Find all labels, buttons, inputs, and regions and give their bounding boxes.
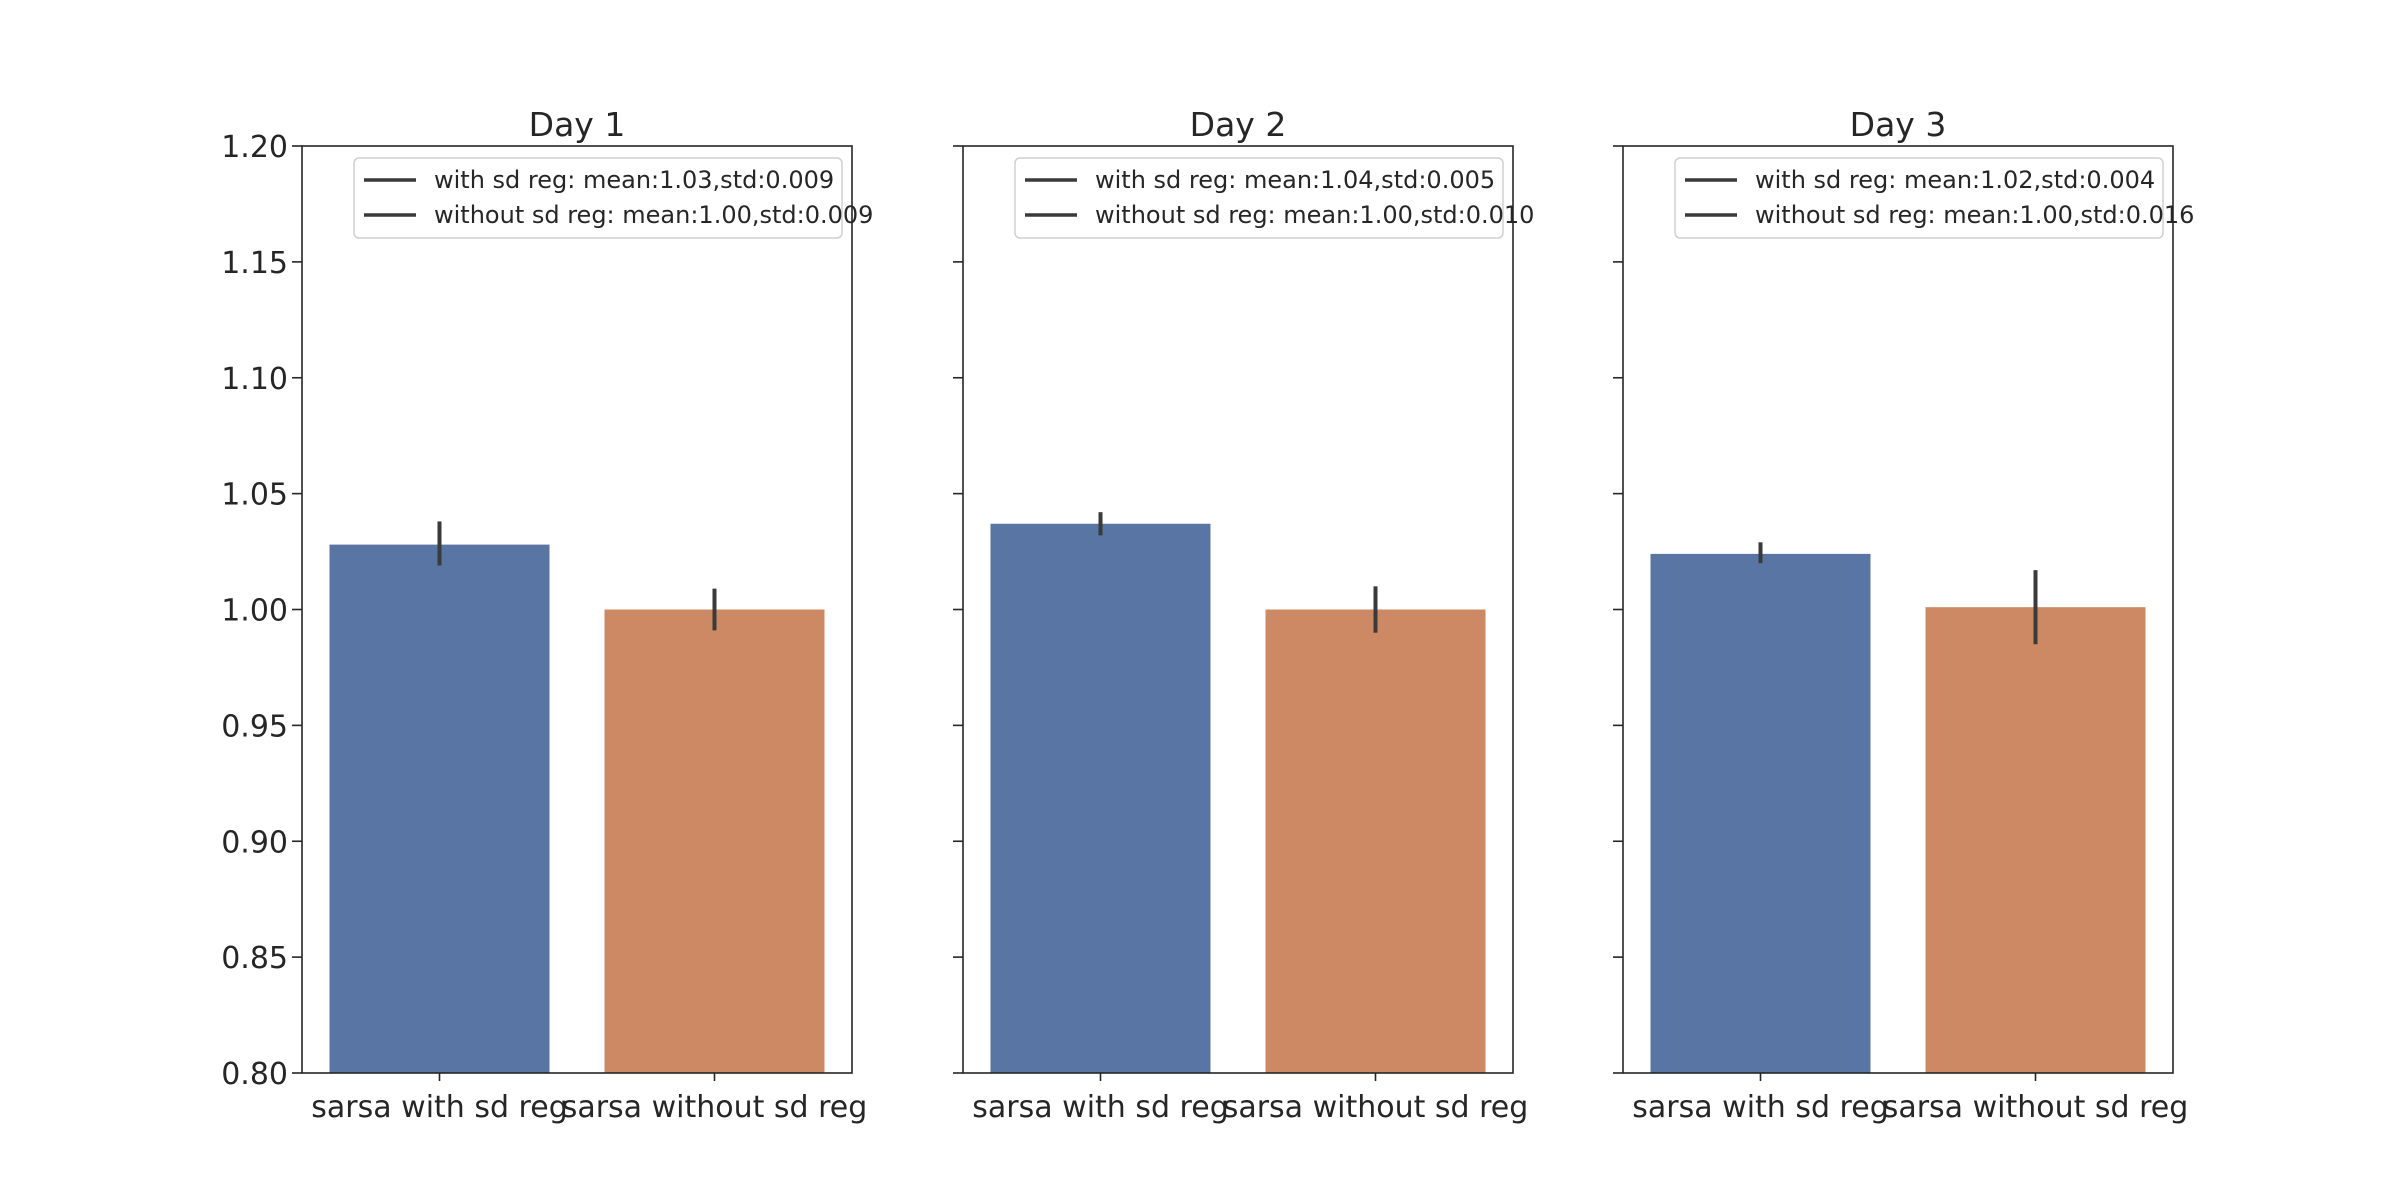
legend-box <box>1014 157 1504 239</box>
chart-title: Day 1 <box>529 105 626 144</box>
bar-1 <box>1650 553 1871 1073</box>
y-tick-label: 0.85 <box>221 941 288 976</box>
legend-entry-2: without sd reg: mean:1.00,std:0.009 <box>434 201 873 229</box>
bar-2 <box>1265 609 1486 1073</box>
bar-2 <box>1925 607 2146 1073</box>
bar-2 <box>604 609 825 1073</box>
bar-1 <box>990 523 1211 1073</box>
legend-entry-1: with sd reg: mean:1.03,std:0.009 <box>434 166 834 194</box>
y-tick-label: 0.95 <box>221 709 288 744</box>
legend-box <box>353 157 843 239</box>
y-tick-label: 1.15 <box>221 246 288 281</box>
y-tick-label: 0.90 <box>221 825 288 860</box>
legend-entry-1: with sd reg: mean:1.02,std:0.004 <box>1755 166 2155 194</box>
legend-entry-1: with sd reg: mean:1.04,std:0.005 <box>1095 166 1495 194</box>
legend-entry-2: without sd reg: mean:1.00,std:0.016 <box>1755 201 2194 229</box>
legend-box <box>1674 157 2164 239</box>
y-tick-label: 1.00 <box>221 594 288 629</box>
y-tick-label: 1.05 <box>221 478 288 513</box>
x-tick-label: sarsa without sd reg <box>1883 1090 2189 1125</box>
x-tick-label: sarsa with sd reg <box>311 1090 567 1125</box>
x-tick-label: sarsa without sd reg <box>1223 1090 1529 1125</box>
chart-title: Day 2 <box>1190 105 1287 144</box>
y-tick-label: 1.10 <box>221 362 288 397</box>
panel-1: 0.80 0.85 0.90 0.95 1.00 1.05 1.10 1.15 1.20 sars… <box>221 105 873 1125</box>
x-tick-label: sarsa with sd reg <box>1632 1090 1888 1125</box>
y-tick-label: 1.20 <box>221 130 288 165</box>
chart-title: Day 3 <box>1850 105 1947 144</box>
legend: with sd reg: mean:1.04,std:0.005 without … <box>1014 157 1534 239</box>
bar-1 <box>329 544 550 1073</box>
x-tick-label: sarsa without sd reg <box>562 1090 868 1125</box>
y-tick-label: 0.80 <box>221 1057 288 1092</box>
legend: with sd reg: mean:1.02,std:0.004 without … <box>1674 157 2194 239</box>
legend-entry-2: without sd reg: mean:1.00,std:0.010 <box>1095 201 1534 229</box>
legend: with sd reg: mean:1.03,std:0.009 without … <box>353 157 873 239</box>
x-tick-label: sarsa with sd reg <box>972 1090 1228 1125</box>
